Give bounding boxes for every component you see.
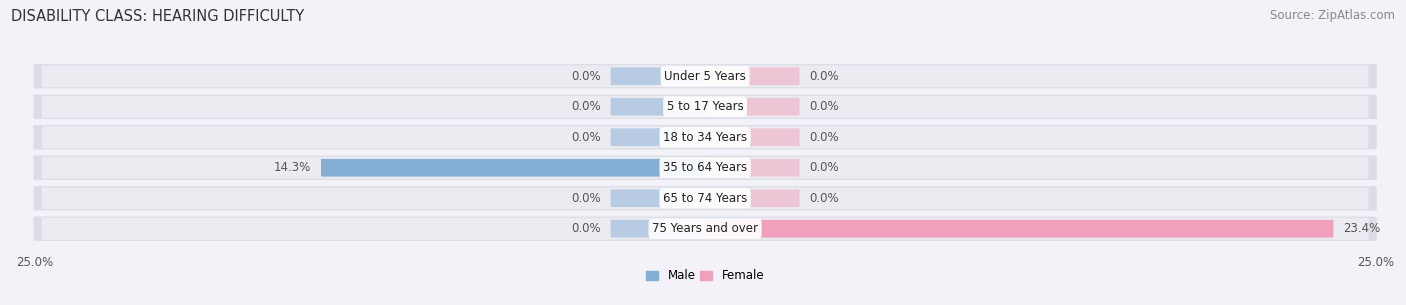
FancyBboxPatch shape: [704, 128, 800, 146]
Text: Source: ZipAtlas.com: Source: ZipAtlas.com: [1270, 9, 1395, 22]
FancyBboxPatch shape: [704, 220, 1333, 238]
FancyBboxPatch shape: [34, 125, 1376, 149]
FancyBboxPatch shape: [42, 187, 1368, 209]
FancyBboxPatch shape: [704, 159, 800, 177]
Text: 0.0%: 0.0%: [571, 70, 600, 83]
FancyBboxPatch shape: [704, 98, 800, 116]
FancyBboxPatch shape: [321, 159, 706, 177]
Text: 0.0%: 0.0%: [810, 131, 839, 144]
Text: 65 to 74 Years: 65 to 74 Years: [664, 192, 747, 205]
FancyBboxPatch shape: [610, 128, 706, 146]
Text: 18 to 34 Years: 18 to 34 Years: [664, 131, 747, 144]
FancyBboxPatch shape: [610, 189, 706, 207]
FancyBboxPatch shape: [42, 126, 1368, 148]
Text: 5 to 17 Years: 5 to 17 Years: [666, 100, 744, 113]
Text: Under 5 Years: Under 5 Years: [664, 70, 747, 83]
Text: DISABILITY CLASS: HEARING DIFFICULTY: DISABILITY CLASS: HEARING DIFFICULTY: [11, 9, 305, 24]
Text: 0.0%: 0.0%: [810, 161, 839, 174]
Text: 35 to 64 Years: 35 to 64 Years: [664, 161, 747, 174]
Legend: Male, Female: Male, Female: [641, 265, 769, 287]
FancyBboxPatch shape: [610, 220, 706, 238]
FancyBboxPatch shape: [42, 218, 1368, 240]
Text: 0.0%: 0.0%: [571, 222, 600, 235]
FancyBboxPatch shape: [42, 65, 1368, 87]
Text: 0.0%: 0.0%: [810, 192, 839, 205]
FancyBboxPatch shape: [704, 189, 800, 207]
FancyBboxPatch shape: [34, 217, 1376, 241]
FancyBboxPatch shape: [704, 67, 800, 85]
Text: 0.0%: 0.0%: [810, 70, 839, 83]
Text: 23.4%: 23.4%: [1344, 222, 1381, 235]
Text: 14.3%: 14.3%: [274, 161, 311, 174]
FancyBboxPatch shape: [610, 67, 706, 85]
FancyBboxPatch shape: [34, 186, 1376, 210]
Text: 75 Years and over: 75 Years and over: [652, 222, 758, 235]
Text: 0.0%: 0.0%: [571, 192, 600, 205]
FancyBboxPatch shape: [34, 95, 1376, 119]
Text: 0.0%: 0.0%: [571, 131, 600, 144]
FancyBboxPatch shape: [34, 64, 1376, 88]
FancyBboxPatch shape: [42, 157, 1368, 179]
FancyBboxPatch shape: [34, 156, 1376, 180]
FancyBboxPatch shape: [610, 98, 706, 116]
Text: 0.0%: 0.0%: [810, 100, 839, 113]
FancyBboxPatch shape: [42, 96, 1368, 118]
Text: 0.0%: 0.0%: [571, 100, 600, 113]
